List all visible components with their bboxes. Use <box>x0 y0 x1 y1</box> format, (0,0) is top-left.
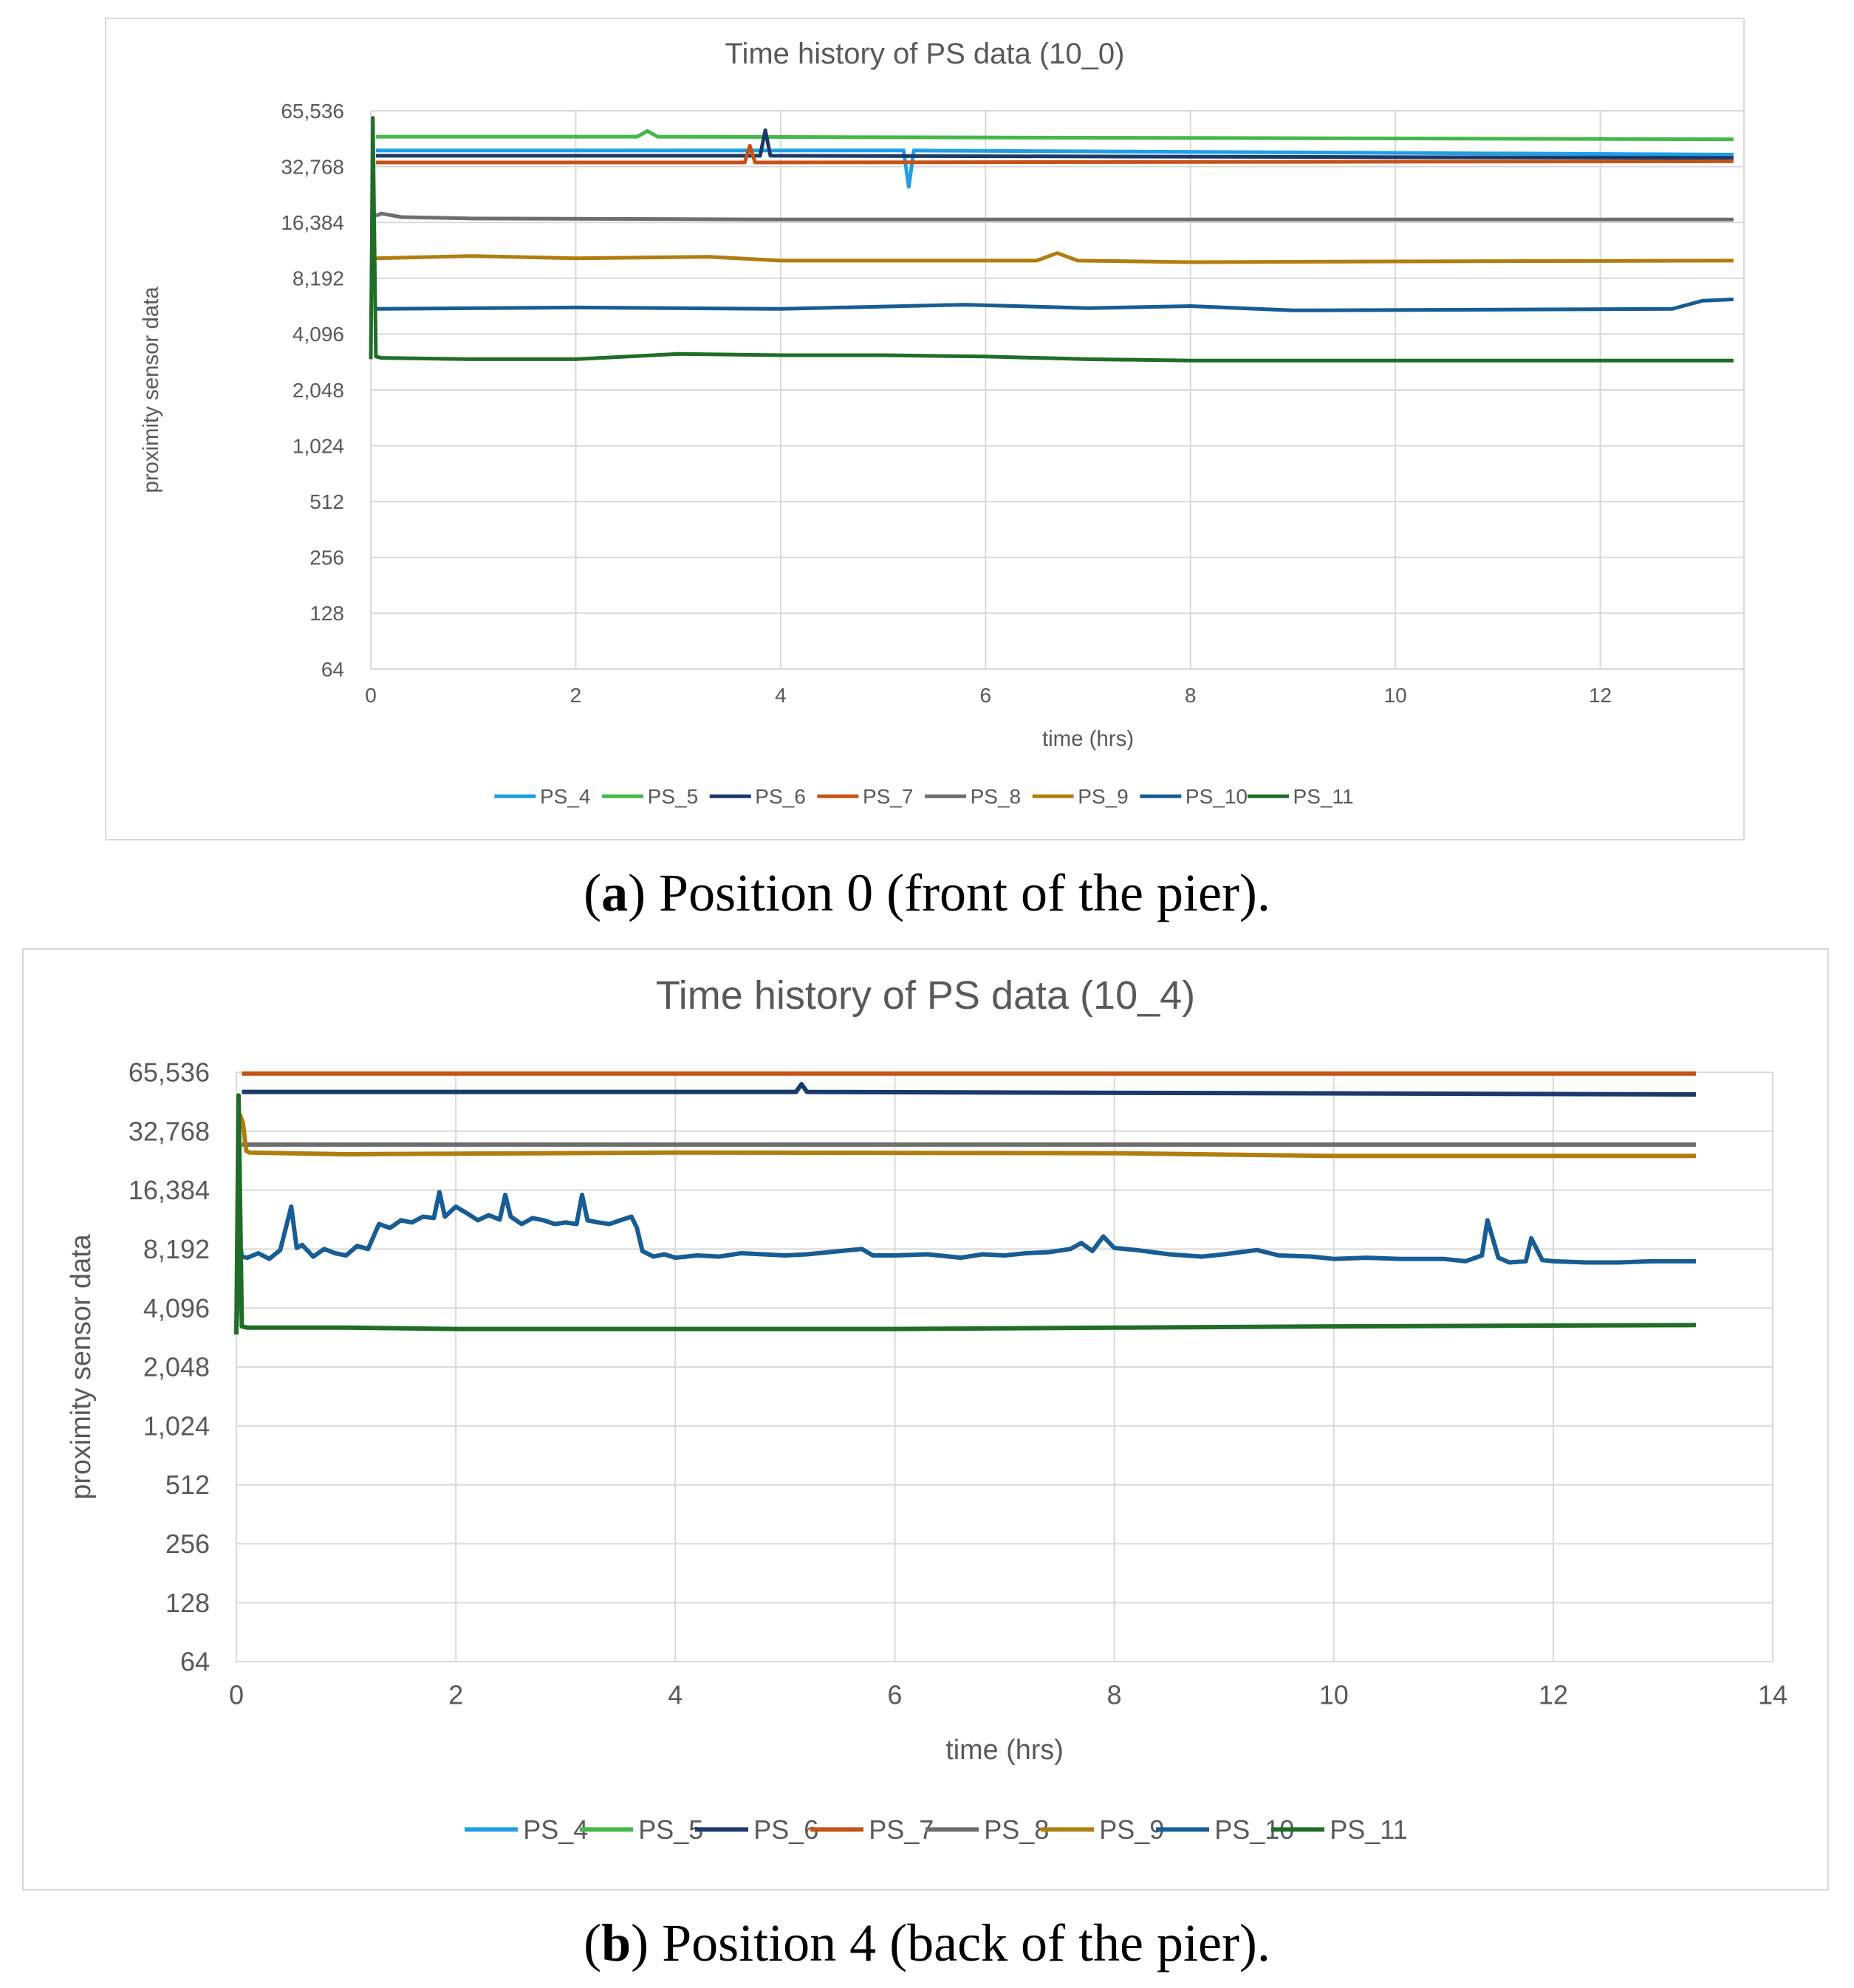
caption-letter: a <box>601 863 629 922</box>
series-line-ps-6 <box>375 128 1734 160</box>
x-tick-label: 4 <box>668 1680 683 1710</box>
legend-label: PS_7 <box>869 1814 934 1845</box>
chart-title: Time history of PS data (10_0) <box>725 38 1125 70</box>
x-tick-label: 10 <box>1319 1680 1349 1710</box>
legend-label: PS_6 <box>755 785 806 808</box>
y-tick-label: 8,192 <box>293 267 344 290</box>
legend-label: PS_8 <box>971 785 1022 808</box>
caption-letter: b <box>601 1913 632 1972</box>
legend-label: PS_4 <box>523 1814 588 1845</box>
y-tick-label: 512 <box>309 490 344 513</box>
x-tick-label: 0 <box>229 1680 244 1710</box>
series-line-ps-10 <box>375 297 1734 312</box>
x-tick-label: 12 <box>1589 684 1612 707</box>
caption-text: Position 4 (back of the pier). <box>662 1913 1270 1972</box>
x-tick-label: 8 <box>1107 1680 1122 1710</box>
legend-label: PS_7 <box>863 785 914 808</box>
y-tick-label: 8,192 <box>143 1234 210 1264</box>
y-tick-label: 16,384 <box>129 1175 210 1205</box>
y-tick-label: 65,536 <box>129 1058 210 1088</box>
y-tick-label: 64 <box>321 658 344 681</box>
y-tick-label: 256 <box>165 1529 210 1559</box>
x-tick-label: 12 <box>1539 1680 1568 1710</box>
x-axis-label: time (hrs) <box>1042 727 1134 751</box>
caption-b: (b) Position 4 (back of the pier). <box>584 1913 1270 1972</box>
x-tick-label: 10 <box>1384 684 1407 707</box>
series-line-ps-7 <box>375 143 1734 165</box>
y-tick-label: 4,096 <box>143 1293 210 1323</box>
series-line-ps-11 <box>234 1093 1697 1335</box>
series-line-ps-9 <box>237 1113 1696 1159</box>
series-line-ps-11 <box>369 116 1734 363</box>
chart-title: Time history of PS data (10_4) <box>656 973 1195 1018</box>
y-axis-label: proximity sensor data <box>139 287 163 493</box>
y-tick-label: 4,096 <box>293 323 344 346</box>
y-tick-label: 128 <box>165 1588 210 1618</box>
series-line-ps-4 <box>375 148 1734 189</box>
chart-a: Time history of PS data (10_0)6412825651… <box>139 38 1745 808</box>
caption-a: (a) Position 0 (front of the pier). <box>584 863 1270 922</box>
y-tick-label: 16,384 <box>281 211 344 234</box>
legend-label: PS_11 <box>1330 1814 1407 1845</box>
legend: PS_4 PS_5 PS_6 PS_7 PS_8 PS_9 PS_10 PS_11 <box>494 785 1354 808</box>
legend-label: PS_8 <box>984 1814 1049 1845</box>
legend-label: PS_10 <box>1186 785 1248 808</box>
series-line-ps-5 <box>375 128 1734 142</box>
y-tick-label: 128 <box>309 602 344 625</box>
x-tick-label: 2 <box>448 1680 463 1710</box>
legend-label: PS_6 <box>753 1814 818 1845</box>
y-axis-label: proximity sensor data <box>66 1233 97 1499</box>
y-tick-label: 2,048 <box>143 1352 210 1382</box>
legend-label: PS_4 <box>540 785 591 808</box>
x-tick-label: 6 <box>979 684 991 707</box>
x-tick-label: 8 <box>1185 684 1197 707</box>
series-line-ps-9 <box>375 251 1734 264</box>
x-tick-label: 6 <box>887 1680 902 1710</box>
x-tick-label: 4 <box>775 684 787 707</box>
series-line-ps-6 <box>242 1082 1697 1097</box>
series-group <box>369 116 1734 363</box>
series-line-ps-8 <box>374 211 1734 222</box>
y-tick-label: 1,024 <box>293 434 344 457</box>
legend-label: PS_11 <box>1293 785 1354 808</box>
y-tick-label: 65,536 <box>281 100 344 123</box>
chart-b: Time history of PS data (10_4)6412825651… <box>66 973 1788 1845</box>
y-tick-label: 1,024 <box>143 1411 210 1441</box>
x-axis-label: time (hrs) <box>945 1735 1064 1766</box>
grid <box>236 1072 1773 1662</box>
y-tick-label: 32,768 <box>281 155 344 178</box>
chart-frame-b <box>22 948 1829 1891</box>
y-tick-label: 256 <box>309 546 344 569</box>
x-tick-label: 0 <box>365 684 377 707</box>
series-group <box>234 1071 1697 1335</box>
x-tick-label: 2 <box>570 684 582 707</box>
series-line-ps-10 <box>234 1190 1696 1329</box>
y-tick-label: 32,768 <box>129 1116 210 1146</box>
legend-label: PS_5 <box>648 785 699 808</box>
legend-label: PS_5 <box>638 1814 703 1845</box>
y-tick-label: 64 <box>180 1647 210 1677</box>
y-tick-label: 2,048 <box>293 379 344 402</box>
legend-label: PS_9 <box>1078 785 1129 808</box>
x-tick-label: 14 <box>1758 1680 1788 1710</box>
y-tick-label: 512 <box>165 1470 210 1500</box>
legend: PS_4 PS_5 PS_6 PS_7 PS_8 PS_9 PS_10 PS_11 <box>465 1814 1408 1845</box>
legend-label: PS_9 <box>1099 1814 1164 1845</box>
grid <box>370 110 1745 670</box>
caption-text: Position 0 (front of the pier). <box>659 863 1270 922</box>
